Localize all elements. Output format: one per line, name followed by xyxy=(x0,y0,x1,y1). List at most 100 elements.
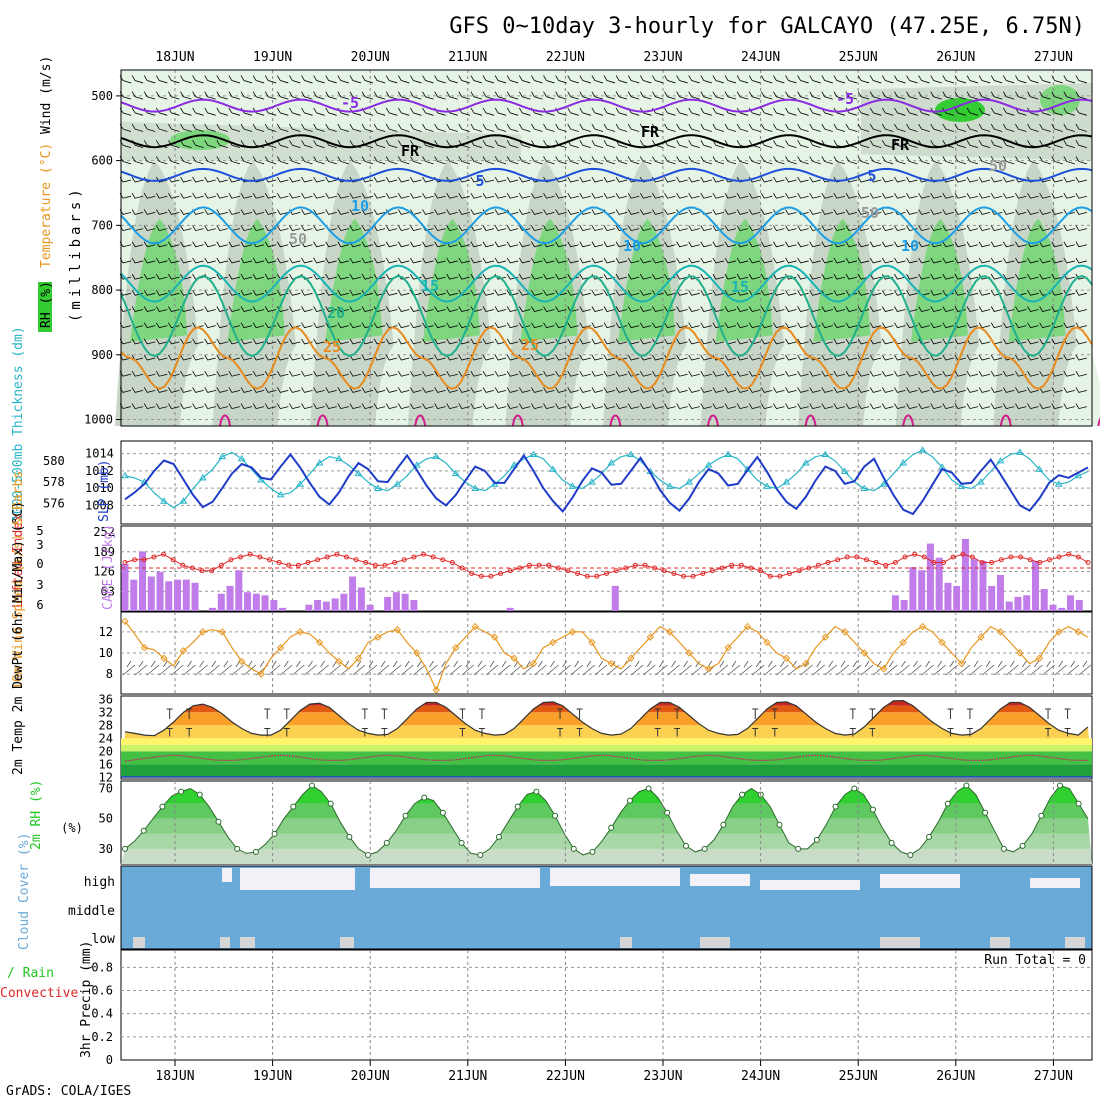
wind-barb xyxy=(276,403,289,410)
wind-barb xyxy=(978,91,991,100)
wind10m-barb xyxy=(243,660,257,676)
temp-minmax-whisker xyxy=(459,708,466,737)
wind-barb xyxy=(1015,322,1027,329)
wind-barb xyxy=(555,75,567,84)
wind-barb xyxy=(954,241,966,248)
wind-barb xyxy=(1051,257,1063,264)
wind-barb xyxy=(990,140,1003,149)
wind-barb xyxy=(337,387,349,393)
wind-barb xyxy=(252,193,265,199)
wind-barb xyxy=(155,338,168,345)
wind10m-barb xyxy=(776,660,789,676)
wind-barb xyxy=(869,306,882,312)
wind-barb xyxy=(349,91,362,100)
wind-barb xyxy=(785,176,797,183)
wind10m-barb xyxy=(981,660,995,676)
isotherm-lines xyxy=(120,98,1100,427)
wind-barb xyxy=(567,193,579,199)
wind-barb xyxy=(180,257,192,264)
li-marker xyxy=(170,557,176,563)
precip-panel: 00.20.40.60.8 Run Total = 0 Total / Rain… xyxy=(0,941,1093,1067)
wind-barb xyxy=(966,403,979,410)
rh2m-marker xyxy=(1056,782,1063,789)
li-marker xyxy=(209,568,215,574)
wind-barb xyxy=(276,257,289,264)
wind-barb xyxy=(966,371,979,377)
wind-barb xyxy=(627,322,640,329)
wind-barb xyxy=(470,176,482,183)
wind-barb xyxy=(639,123,652,132)
cape-bar xyxy=(244,592,252,611)
wind-barb xyxy=(712,140,725,149)
wind-barb xyxy=(180,123,192,132)
wind-barb xyxy=(1075,140,1088,149)
wind-barb xyxy=(155,123,168,132)
wind-barb xyxy=(458,193,470,199)
wind-barb xyxy=(700,241,712,248)
wind-barb xyxy=(615,241,628,248)
wind-barb xyxy=(748,91,761,100)
wind10m-barb xyxy=(376,660,390,676)
li-marker xyxy=(421,551,427,557)
li-marker xyxy=(440,557,446,563)
rh2m-marker xyxy=(252,848,259,855)
wind-barb xyxy=(652,91,664,100)
li-marker xyxy=(372,562,378,568)
wind-barb xyxy=(567,107,579,116)
wind-barb xyxy=(168,403,180,410)
wind-barb xyxy=(942,273,954,280)
wind-barb xyxy=(748,193,761,199)
wind-barb xyxy=(627,225,640,232)
wind-barb xyxy=(785,225,797,232)
wind-barb xyxy=(664,403,676,410)
wind-barb xyxy=(1015,75,1027,84)
wind-barb xyxy=(410,193,422,199)
wind-barb xyxy=(313,193,325,199)
wind-barb xyxy=(325,193,337,199)
wind-barb xyxy=(579,156,591,165)
wind-barb xyxy=(252,387,265,393)
top-date-label: 18JUN xyxy=(155,50,194,65)
wind-barb xyxy=(1015,403,1027,410)
bottom-date-label: 27JUN xyxy=(1034,1069,1073,1084)
wind-barb xyxy=(458,91,470,100)
wind-barb xyxy=(168,140,180,149)
wind-barb xyxy=(264,403,277,410)
wind-barb xyxy=(410,322,422,329)
wind-barb xyxy=(131,193,144,199)
wind-barb xyxy=(155,257,168,264)
li-marker xyxy=(700,571,706,576)
cape-bar xyxy=(279,607,287,611)
pressure-tick-label: 500 xyxy=(91,89,113,103)
wind-barb xyxy=(894,225,906,232)
wind10m-barb xyxy=(1018,660,1031,676)
wind-barb xyxy=(1051,91,1063,100)
wind10m-barb xyxy=(764,660,777,676)
wind-barb xyxy=(180,403,192,410)
wind-barb xyxy=(579,193,591,199)
wind-barb xyxy=(942,107,954,116)
li-tick-label: 0 xyxy=(36,557,43,571)
wind-barb xyxy=(385,241,398,248)
wind-barb xyxy=(615,273,628,280)
wind10m-barb xyxy=(751,660,765,676)
wind-barb xyxy=(470,273,482,280)
wind-barb xyxy=(591,306,603,312)
wind-barb xyxy=(240,257,253,264)
wind-barb xyxy=(143,209,156,215)
thickness-marker xyxy=(510,461,518,468)
wind-barb xyxy=(434,338,446,345)
wind-barb xyxy=(543,322,555,329)
wind-barb xyxy=(567,371,579,377)
wind-barb xyxy=(894,387,906,393)
wind-barb xyxy=(555,322,567,329)
wind-barb xyxy=(821,209,833,215)
wind-barb xyxy=(857,387,870,393)
cape-bar xyxy=(392,592,400,611)
wind-barb xyxy=(978,123,991,132)
wind-barb xyxy=(204,193,216,199)
wind-barb xyxy=(301,209,313,215)
wind-barb xyxy=(1027,107,1039,116)
